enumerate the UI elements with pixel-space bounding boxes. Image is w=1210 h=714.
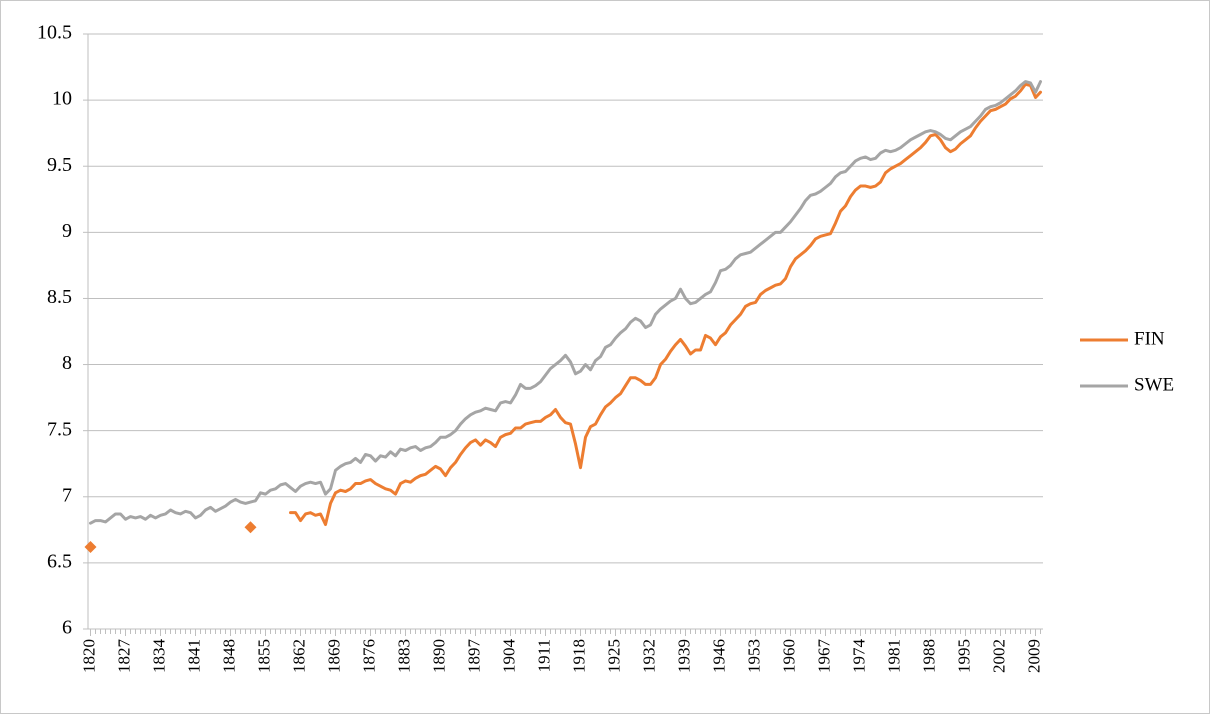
y-tick-label: 6 xyxy=(62,617,72,639)
x-tick-label: 1869 xyxy=(324,639,343,673)
x-tick-label: 1918 xyxy=(569,639,588,673)
x-tick-label: 1876 xyxy=(359,639,378,673)
x-tick-label: 1841 xyxy=(184,639,203,673)
x-tick-label: 1995 xyxy=(954,639,973,673)
y-tick-label: 9.5 xyxy=(47,154,72,176)
series-line xyxy=(289,82,1042,527)
x-tick-label: 1967 xyxy=(814,639,833,674)
legend-label: FIN xyxy=(1134,328,1165,349)
x-tick-label: 1890 xyxy=(429,639,448,673)
x-tick-label: 1820 xyxy=(79,639,98,673)
x-tick-label: 1974 xyxy=(849,639,868,674)
x-tick-label: 1855 xyxy=(254,639,273,673)
y-tick-label: 9 xyxy=(62,220,72,242)
x-tick-label: 1925 xyxy=(604,639,623,673)
x-tick-label: 1953 xyxy=(744,639,763,673)
x-tick-label: 1960 xyxy=(779,639,798,673)
y-tick-label: 7.5 xyxy=(47,418,72,440)
x-tick-label: 1988 xyxy=(919,639,938,673)
x-tick-label: 1848 xyxy=(219,639,238,673)
y-tick-label: 6.5 xyxy=(47,550,72,572)
x-tick-label: 1897 xyxy=(464,639,483,674)
x-tick-label: 2009 xyxy=(1024,639,1043,673)
x-tick-label: 1904 xyxy=(499,639,518,674)
x-tick-label: 1827 xyxy=(114,639,133,674)
x-tick-label: 1834 xyxy=(149,639,168,674)
x-tick-label: 1911 xyxy=(534,639,553,672)
x-tick-label: 1932 xyxy=(639,639,658,673)
x-tick-label: 1939 xyxy=(674,639,693,673)
x-tick-label: 1862 xyxy=(289,639,308,673)
x-tick-label: 1981 xyxy=(884,639,903,673)
y-tick-label: 10.5 xyxy=(37,22,72,44)
legend-label: SWE xyxy=(1134,374,1174,395)
y-tick-label: 10 xyxy=(52,88,72,110)
point-marker xyxy=(244,521,257,534)
point-marker xyxy=(84,541,97,554)
x-tick-label: 1946 xyxy=(709,639,728,673)
y-tick-label: 8.5 xyxy=(47,286,72,308)
x-tick-label: 2002 xyxy=(989,639,1008,673)
y-tick-label: 7 xyxy=(62,484,72,506)
series-line xyxy=(89,80,1042,525)
x-tick-label: 1883 xyxy=(394,639,413,673)
y-tick-label: 8 xyxy=(62,352,72,374)
